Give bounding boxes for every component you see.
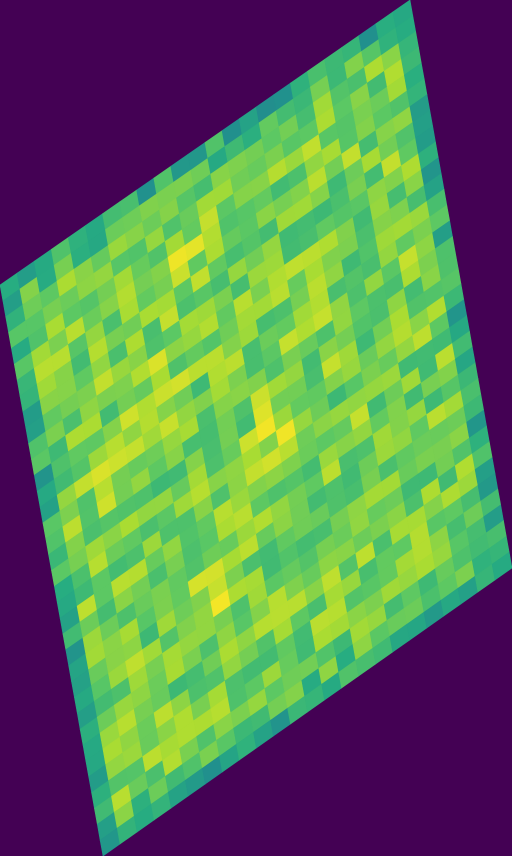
heatmap-cell (491, 551, 512, 581)
